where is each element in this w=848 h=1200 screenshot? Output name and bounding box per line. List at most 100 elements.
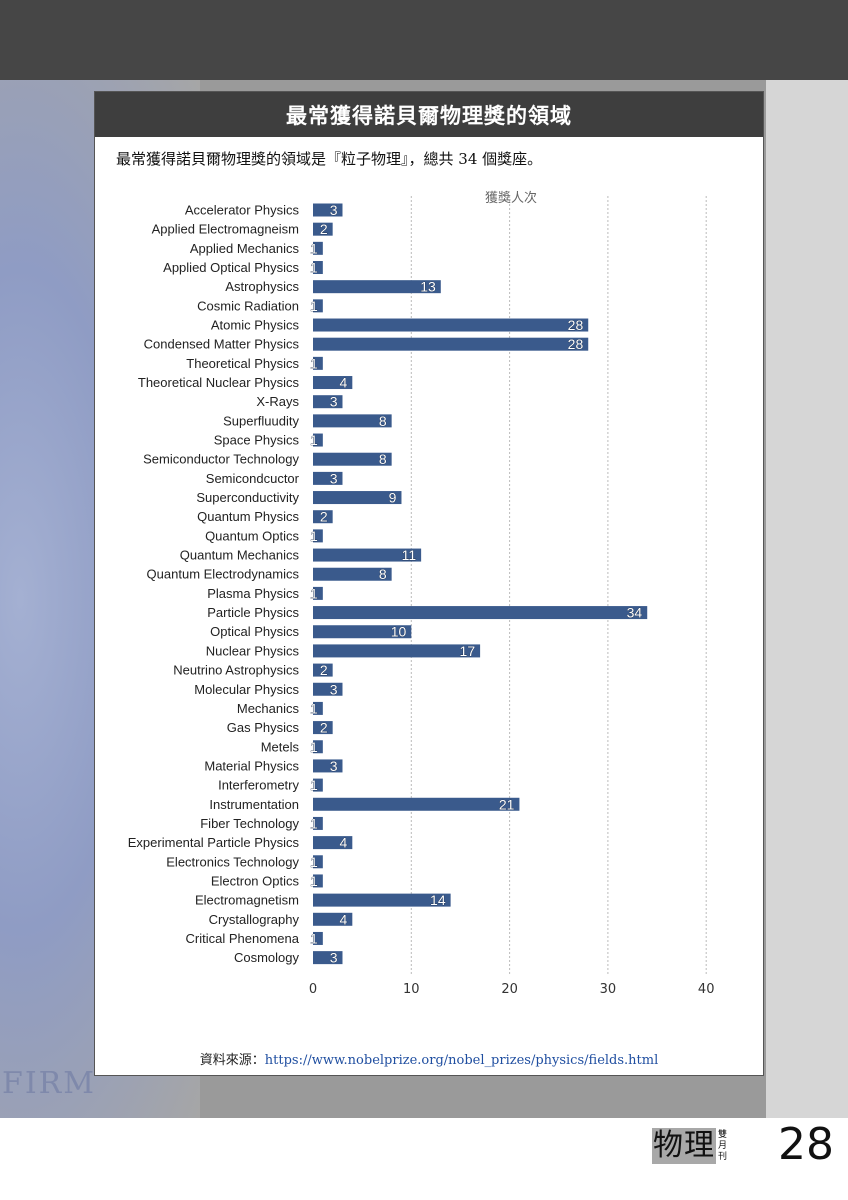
medal-inscription: FIRMA XXVI: [2, 1066, 94, 1101]
bar: [313, 299, 323, 313]
data-label: 28: [568, 336, 584, 352]
brand-sub-char: 刊: [718, 1152, 728, 1162]
bar: [313, 452, 392, 466]
data-label: 1: [310, 585, 318, 601]
brand-sub-char: 月: [718, 1141, 728, 1151]
data-label: 11: [402, 547, 417, 563]
data-label: 1: [310, 854, 318, 870]
bar: [313, 874, 323, 888]
data-label: 8: [379, 451, 387, 467]
bar: [313, 701, 323, 715]
bar: [313, 625, 412, 639]
data-label: 10: [391, 624, 407, 640]
data-label: 8: [379, 566, 387, 582]
bar: [313, 931, 323, 945]
brand-name: 物理: [652, 1128, 716, 1164]
category-label: Neutrino Astrophysics: [173, 663, 299, 678]
data-label: 21: [499, 796, 515, 812]
category-label: Electron Optics: [211, 873, 300, 888]
category-label: Crystallography: [209, 912, 300, 927]
category-label: Nuclear Physics: [206, 643, 300, 658]
category-label: Quantum Physics: [197, 509, 299, 524]
bar: [313, 337, 589, 351]
source-link[interactable]: https://www.nobelprize.org/nobel_prizes/…: [264, 1053, 659, 1068]
data-label: 28: [568, 317, 584, 333]
bar: [313, 951, 343, 965]
data-label: 1: [310, 873, 318, 889]
data-label: 1: [310, 355, 318, 371]
category-label: Critical Phenomena: [186, 931, 300, 946]
source-line: 資料來源：https://www.nobelprize.org/nobel_pr…: [95, 1049, 763, 1068]
category-label: Superfluudity: [223, 413, 299, 428]
data-label: 17: [460, 643, 476, 659]
x-tick-label: 20: [501, 982, 518, 997]
data-label: 1: [310, 739, 318, 755]
category-label: Quantum Mechanics: [180, 548, 300, 563]
bar: [313, 529, 323, 543]
bar: [313, 797, 520, 811]
category-label: Experimental Particle Physics: [128, 835, 300, 850]
x-tick-label: 40: [698, 982, 715, 997]
data-label: 1: [310, 777, 318, 793]
chart-title: 獲獎人次: [485, 190, 537, 206]
brand-subtitle: 雙 月 刊: [718, 1130, 727, 1163]
data-label: 4: [340, 375, 348, 391]
bar: [313, 491, 402, 505]
category-label: Space Physics: [214, 433, 300, 448]
source-label: 資料來源：: [199, 1053, 265, 1068]
bar: [313, 816, 323, 830]
category-label: Applied Optical Physics: [163, 260, 299, 275]
bar: [313, 203, 343, 217]
data-label: 1: [310, 432, 318, 448]
data-label: 2: [320, 720, 328, 736]
bar: [313, 644, 481, 658]
category-label: Theoretical Physics: [186, 356, 299, 371]
data-label: 13: [420, 279, 436, 295]
data-label: 2: [320, 221, 328, 237]
category-label: Cosmology: [234, 950, 300, 965]
data-label: 1: [310, 260, 318, 276]
category-label: Quantum Optics: [205, 528, 299, 543]
bar: [313, 433, 323, 447]
bar: [313, 912, 353, 926]
bar: [313, 222, 333, 236]
bar: [313, 759, 343, 773]
category-label: Interferometry: [218, 778, 299, 793]
bar: [313, 241, 323, 255]
x-tick-label: 10: [403, 982, 420, 997]
card-subtitle: 最常獲得諾貝爾物理獎的領域是『粒子物理』，總共 34 個獎座。: [116, 150, 543, 168]
category-label: Material Physics: [204, 758, 299, 773]
chart-card: 最常獲得諾貝爾物理獎的領域 最常獲得諾貝爾物理獎的領域是『粒子物理』，總共 34…: [94, 91, 764, 1076]
data-label: 34: [627, 605, 643, 621]
category-label: Particle Physics: [207, 605, 299, 620]
category-label: Cosmic Radiation: [197, 298, 299, 313]
category-label: Astrophysics: [225, 279, 299, 294]
bar: [313, 471, 343, 485]
data-label: 3: [330, 758, 338, 774]
bar: [313, 663, 333, 677]
bar: [313, 682, 343, 696]
bar: [313, 855, 323, 869]
data-label: 1: [310, 298, 318, 314]
x-tick-label: 0: [309, 982, 317, 997]
category-label: Semicondcuctor: [206, 471, 300, 486]
bar: [313, 740, 323, 754]
data-label: 3: [330, 470, 338, 486]
page-number: 28: [778, 1119, 834, 1170]
card-title: 最常獲得諾貝爾物理獎的領域: [95, 92, 763, 137]
bar: [313, 548, 422, 562]
bar-chart: 0 10 20 30 40 獲獎人次 Accelerator Physics 3 Applied…: [128, 190, 715, 997]
bar: [313, 778, 323, 792]
x-tick-label: 30: [600, 982, 617, 997]
data-label: 1: [310, 700, 318, 716]
data-label: 4: [340, 835, 348, 851]
data-label: 1: [310, 930, 318, 946]
category-label: Instrumentation: [209, 797, 299, 812]
category-label: Gas Physics: [227, 720, 300, 735]
data-label: 1: [310, 815, 318, 831]
category-label: Optical Physics: [210, 624, 299, 639]
category-label: Electronics Technology: [166, 854, 299, 869]
bar: [313, 356, 323, 370]
category-label: X-Rays: [256, 394, 299, 409]
bar: [313, 261, 323, 275]
